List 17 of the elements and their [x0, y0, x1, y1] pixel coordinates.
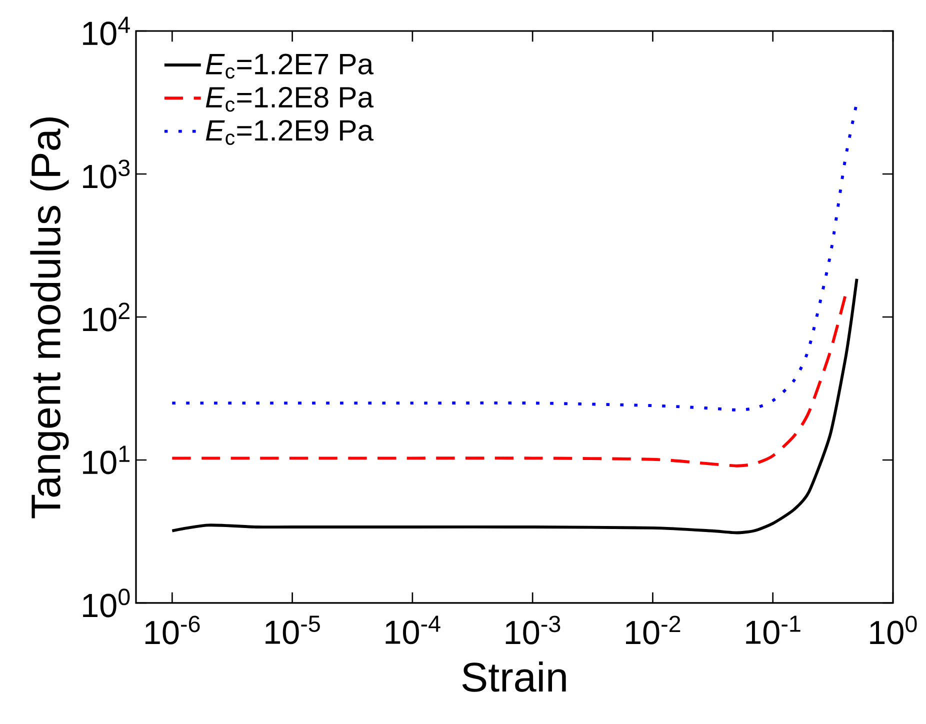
x-tick-label: 10$^{-6}$ — [145, 616, 200, 644]
x-tick-label: 10$^{-1}$ — [746, 616, 800, 644]
x-tick-label: 10$^{0}$ — [870, 616, 917, 644]
x-tick-label: 10$^{-5}$ — [266, 616, 320, 644]
y-tick-label: 10$^{4}$ — [83, 16, 130, 46]
y-axis-title: Tangent modulus (Pa) — [30, 117, 69, 518]
y-tick-label: 10$^{0}$ — [83, 588, 130, 618]
legend-label: E$_{c}$=1.2E8 Pa — [206, 86, 374, 112]
legend-label: E$_{c}$=1.2E7 Pa — [206, 54, 374, 79]
x-axis-title: Strain — [462, 661, 566, 692]
legend-label: E$_{c}$=1.2E9 Pa — [206, 120, 374, 145]
x-tick-label: 10$^{-4}$ — [386, 616, 440, 644]
y-tick-label: 10$^{2}$ — [83, 302, 130, 332]
x-tick-label: 10$^{-2}$ — [626, 616, 680, 644]
x-tick-label: 10$^{-3}$ — [506, 616, 560, 644]
y-tick-label: 10$^{3}$ — [83, 160, 130, 188]
y-tick-label: 10$^{1}$ — [83, 446, 130, 474]
